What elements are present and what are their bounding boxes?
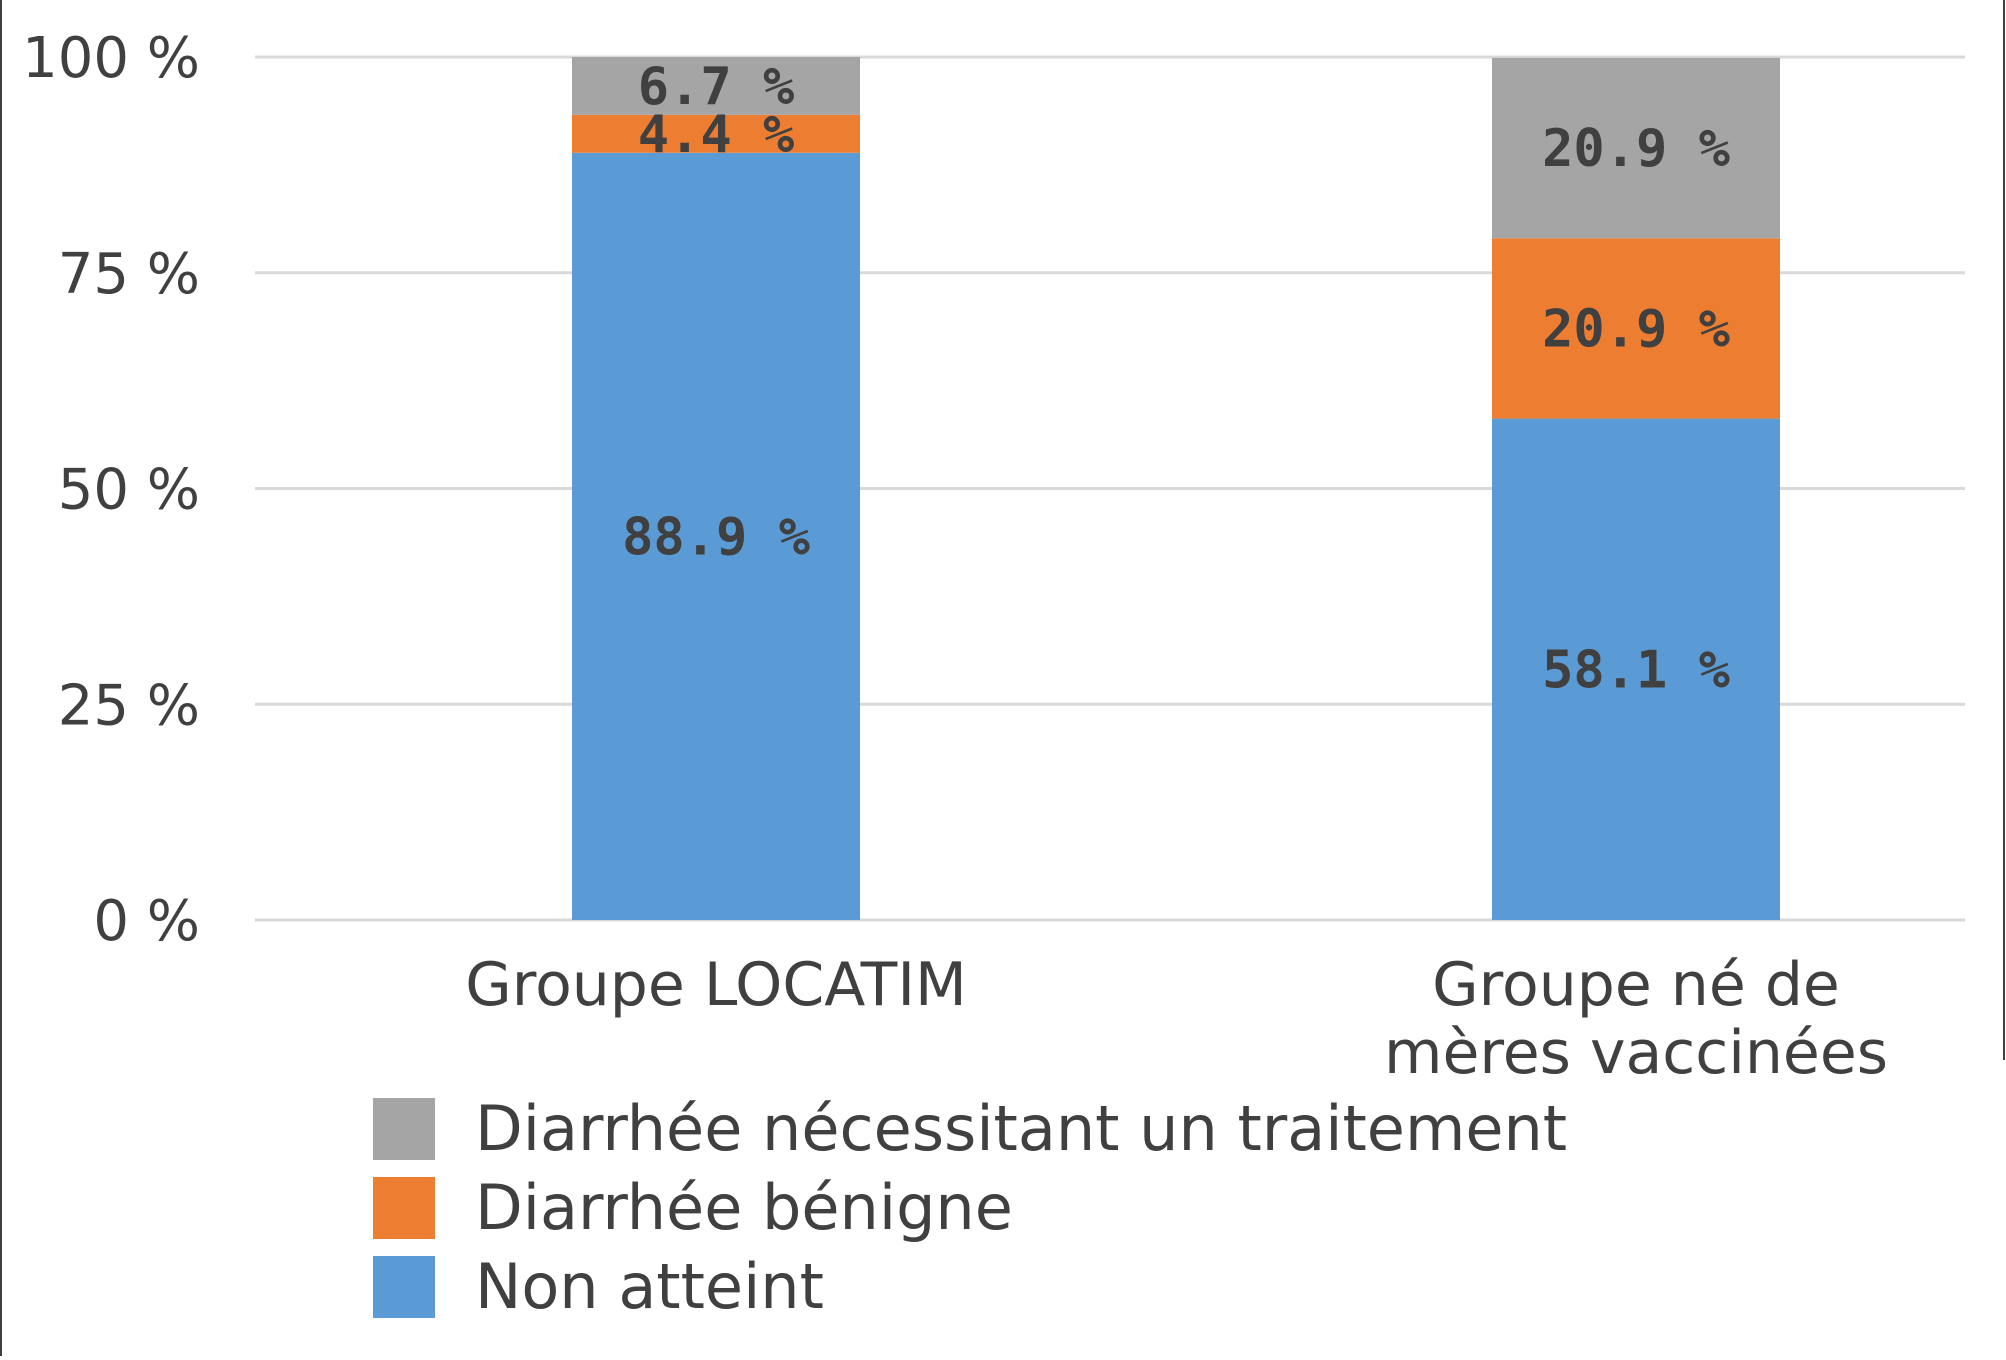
data-label: 20.9 %	[1542, 299, 1730, 359]
category-label: mères vaccinées	[1384, 1018, 1888, 1088]
legend-swatch	[373, 1098, 435, 1160]
legend: Diarrhée nécessitant un traitementDiarrh…	[373, 1092, 1567, 1323]
y-tick-label: 50 %	[58, 458, 200, 523]
legend-swatch	[373, 1177, 435, 1239]
bar-segment	[1492, 238, 1780, 419]
legend-label: Diarrhée nécessitant un traitement	[475, 1092, 1567, 1165]
y-axis-ticks: 0 % 25 % 50 % 75 % 100 %	[22, 26, 200, 954]
data-label: 88.9 %	[622, 507, 810, 567]
legend-swatch	[373, 1256, 435, 1318]
legend-label: Diarrhée bénigne	[475, 1171, 1013, 1244]
y-tick-label: 75 %	[58, 242, 200, 307]
gridlines	[255, 55, 1965, 922]
data-label: 6.7 %	[638, 57, 795, 117]
y-tick-label: 0 %	[93, 889, 200, 954]
bar-segment	[1492, 57, 1780, 239]
bar-segment	[1492, 418, 1780, 920]
bar-segment	[572, 152, 860, 921]
y-tick-label: 100 %	[22, 26, 200, 91]
category-label: Groupe LOCATIM	[465, 950, 967, 1020]
y-tick-label: 25 %	[58, 673, 200, 738]
bar-segment	[572, 57, 860, 115]
category-label: Groupe né de	[1432, 950, 1840, 1020]
data-labels: 88.9 % 4.4 %6.7 % 58.1 % 20.9 % 20.9 %	[622, 57, 1730, 700]
bar-segment	[572, 114, 860, 153]
data-label: 58.1 %	[1542, 640, 1730, 700]
bars	[572, 57, 1780, 921]
data-label: 20.9 %	[1542, 119, 1730, 179]
legend-label: Non atteint	[475, 1250, 824, 1323]
data-label: 4.4 %	[638, 105, 795, 165]
